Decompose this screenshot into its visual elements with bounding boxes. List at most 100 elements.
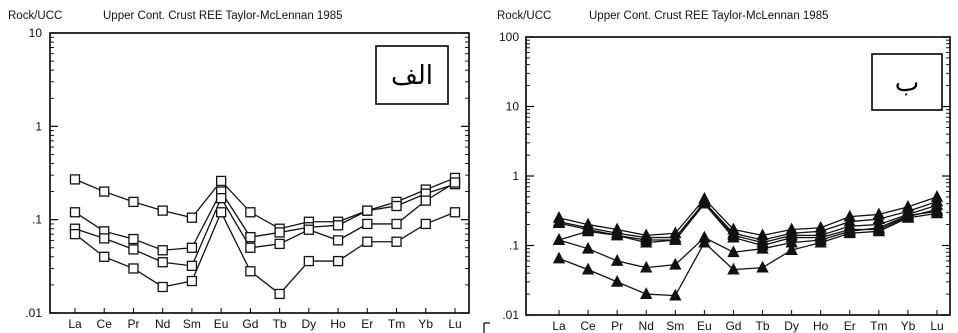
chart-right-ytick-label: 10 bbox=[506, 100, 520, 114]
chart-right-point bbox=[727, 245, 740, 258]
chart-right-marks: 100 10 1 .1 .01 La Ce Pr Nd Sm Eu Gd Tb Dy Ho Er Tm Yb Lu bbox=[499, 30, 951, 333]
chart-left-marks: 10 1 .1 .01 La Ce Pr Nd Sm Eu Gd Tb Dy Ho Er Tm Yb Lu bbox=[25, 26, 470, 331]
chart-left-ylabel: Rock/UCC bbox=[8, 10, 62, 22]
chart-left-category-label: Tm bbox=[388, 317, 405, 331]
chart-right-point bbox=[930, 206, 944, 219]
chart-right-point bbox=[552, 216, 566, 229]
chart-left-ytick-label: 1 bbox=[35, 119, 42, 133]
chart-left-point bbox=[99, 186, 110, 197]
chart-right-panel-tag: ب bbox=[895, 68, 919, 98]
chart-right-point bbox=[872, 224, 886, 237]
chart-right-point bbox=[610, 228, 624, 241]
chart-left-point bbox=[157, 245, 168, 256]
chart-left-point bbox=[186, 275, 198, 287]
chart-left-category-label: Eu bbox=[214, 317, 229, 331]
chart-right-series-line bbox=[558, 196, 938, 237]
chart-right-ytick-label: 100 bbox=[499, 30, 519, 44]
chart-right-category-label: Eu bbox=[697, 319, 712, 333]
chart-right-point bbox=[698, 235, 711, 248]
chart-right-point bbox=[640, 287, 653, 299]
chart-left-point bbox=[274, 288, 285, 300]
chart-left-category-label: La bbox=[68, 317, 82, 331]
chart-left-point bbox=[157, 257, 168, 268]
chart-left-point bbox=[303, 224, 314, 235]
chart-left-point bbox=[157, 281, 168, 293]
chart-left-point bbox=[449, 207, 461, 218]
chart-left-category-label: Tb bbox=[273, 317, 287, 331]
chart-left-title: Upper Cont. Crust REE Taylor-McLennan 19… bbox=[103, 10, 343, 22]
chart-right-category-label: Dy bbox=[784, 319, 799, 333]
chart-right-point bbox=[814, 235, 827, 248]
chart-right-point bbox=[581, 224, 595, 237]
chart-left-point bbox=[186, 260, 198, 272]
chart-left-panel-tag: الف bbox=[391, 61, 433, 91]
chart-right-series-line bbox=[558, 202, 938, 247]
chart-left-category-label: Pr bbox=[127, 317, 139, 331]
chart-right-series-line bbox=[558, 200, 938, 241]
chart-right-panel-tag-box bbox=[871, 53, 943, 111]
chart-left-plot-frame bbox=[49, 32, 470, 314]
chart-right-series-line bbox=[558, 210, 938, 269]
chart-right-category-label: Gd bbox=[725, 319, 741, 333]
chart-right-point bbox=[756, 241, 769, 254]
chart-left-point bbox=[99, 233, 110, 244]
chart-left-ytick-label: .1 bbox=[32, 213, 42, 227]
chart-right-point bbox=[727, 262, 740, 275]
chart-right-point bbox=[581, 262, 595, 275]
chart-right-category-label: Tb bbox=[756, 319, 770, 333]
chart-right-category-label: Ho bbox=[813, 319, 829, 333]
chart-left-point bbox=[332, 220, 344, 231]
chart-left-point bbox=[274, 227, 285, 238]
chart-right-ytick-label: .01 bbox=[502, 308, 519, 322]
chart-right-point bbox=[552, 251, 566, 264]
chart-left-panel-tag-box bbox=[375, 45, 449, 105]
chart-right-category-label: La bbox=[552, 319, 566, 333]
chart-right-point bbox=[552, 233, 566, 245]
chart-right-category-label: Yb bbox=[901, 319, 916, 333]
chart-left-category-label: Ho bbox=[330, 317, 346, 331]
chart-left-point bbox=[362, 218, 373, 230]
chart-left-point bbox=[245, 207, 256, 218]
chart-right-point bbox=[843, 226, 856, 239]
chart-left-category-label: Lu bbox=[448, 317, 461, 331]
chart-left-category-label: Er bbox=[361, 317, 373, 331]
chart-left-point bbox=[420, 218, 431, 230]
chart-right-category-label: Sm bbox=[666, 319, 684, 333]
chart-left-point bbox=[99, 251, 110, 262]
chart-left-point bbox=[332, 255, 344, 267]
chart-left-category-label: Ce bbox=[97, 317, 113, 331]
chart-left-category-label: Yb bbox=[418, 317, 433, 331]
chart-right-category-label: Ce bbox=[580, 319, 596, 333]
chart-left-point bbox=[69, 207, 81, 218]
chart-left-point bbox=[216, 207, 227, 218]
chart-left-point bbox=[391, 218, 402, 230]
chart-left-point bbox=[69, 174, 81, 185]
chart-right-point bbox=[727, 230, 740, 243]
chart-right-point bbox=[698, 196, 711, 209]
chart-right-point bbox=[785, 243, 798, 255]
chart-left-point bbox=[449, 177, 461, 188]
chart-left-point bbox=[245, 242, 256, 253]
chart-right: Rock/UCC Upper Cont. Crust REE Taylor-Mc… bbox=[497, 10, 951, 333]
chart-left-point bbox=[274, 238, 285, 250]
chart-right-category-label: Lu bbox=[930, 319, 943, 333]
chart-right-point bbox=[610, 274, 624, 287]
chart-right-point bbox=[640, 235, 653, 248]
chart-left-point bbox=[362, 205, 373, 216]
chart-left-ytick-label: 10 bbox=[29, 26, 43, 40]
chart-right-point bbox=[669, 233, 682, 245]
chart-right-point bbox=[610, 254, 624, 266]
chart-right-point bbox=[756, 260, 769, 273]
chart-left-point bbox=[186, 212, 198, 223]
chart-left-point bbox=[128, 196, 139, 208]
chart-left-point bbox=[245, 266, 256, 277]
chart-left-category-label: Nd bbox=[155, 317, 170, 331]
chart-left-point bbox=[128, 263, 139, 274]
chart-left-point bbox=[420, 195, 431, 206]
chart-right-series-line bbox=[558, 212, 938, 297]
chart-left-point bbox=[128, 233, 139, 245]
chart-right-category-label: Tm bbox=[870, 319, 887, 333]
chart-right-point bbox=[581, 241, 595, 254]
chart-left-ytick-label: .01 bbox=[25, 306, 42, 320]
